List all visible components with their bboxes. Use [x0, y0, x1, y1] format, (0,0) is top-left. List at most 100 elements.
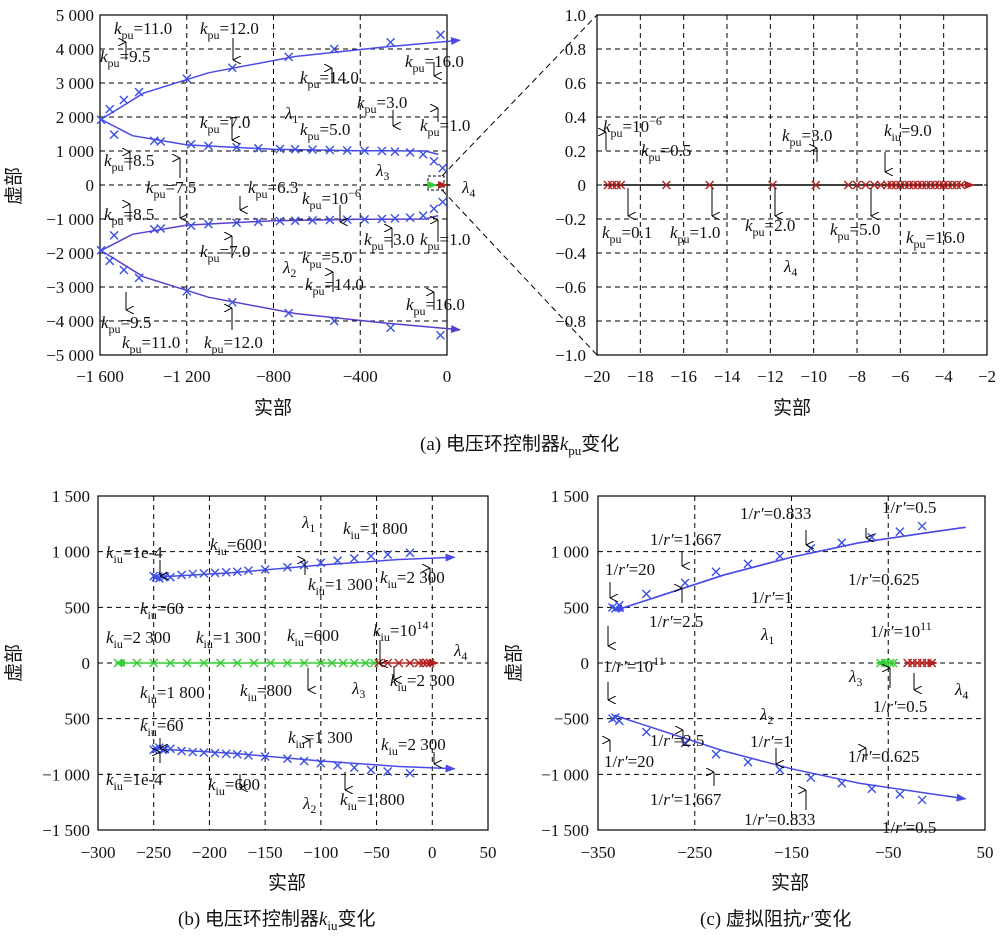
b-point	[232, 567, 242, 577]
a-right-point	[934, 180, 944, 190]
b-point	[221, 749, 231, 759]
c-annotation: 1/r′=1.667	[650, 530, 722, 549]
a-left-point	[134, 273, 144, 283]
b-annotation: kiu=1 300	[196, 628, 261, 651]
b-point	[405, 658, 415, 668]
c-annotation: 1/r′=0.5	[882, 818, 936, 837]
a-right-xtick-label: −6	[891, 367, 909, 386]
b-xtick-label: 0	[428, 843, 437, 862]
a-left-point	[429, 204, 439, 214]
a-left-annotation: kpu=7.0	[200, 113, 250, 136]
c-point	[927, 658, 937, 668]
b-annotation: kiu=2 300	[390, 671, 455, 694]
a-right-point	[943, 180, 953, 190]
a-right-point	[930, 180, 940, 190]
b-ytick-label: 0	[82, 654, 91, 673]
a-left-locus-lower-outer	[100, 249, 461, 333]
a-left-xtick-label: −1 200	[163, 367, 211, 386]
a-left-locus-lower-inner	[100, 214, 439, 252]
a-right-ytick-label: 0.6	[565, 74, 586, 93]
a-left-point	[253, 143, 263, 153]
a-left-annotation: kpu=7.0	[200, 242, 250, 265]
b-xtick-label: −100	[303, 843, 338, 862]
a-left-locus-upper-inner	[100, 118, 439, 156]
a-right-annotation: kpu=3.0	[782, 126, 832, 149]
c-point	[711, 749, 721, 759]
c-ytick-label: −1 500	[541, 821, 589, 840]
a-left-point	[186, 139, 196, 149]
a-left-point	[119, 95, 129, 105]
a-right-xtick-label: −8	[848, 367, 866, 386]
a-left-annotation: λ3	[375, 161, 389, 183]
a-right-point	[607, 180, 617, 190]
b-annotation: kiu=600	[210, 535, 262, 558]
b-ytick-label: 500	[65, 710, 91, 729]
a-right-xtick-label: −16	[670, 367, 697, 386]
a-left-annotation: kpu=5.0	[300, 120, 350, 143]
a-left-annotation: kpu=9.5	[100, 47, 150, 70]
a-left-point	[284, 52, 294, 62]
c-xtick-label: −150	[774, 843, 809, 862]
a-right-annotation: λ4	[783, 257, 797, 279]
b-point	[243, 566, 253, 576]
c-point	[614, 600, 624, 610]
c-point	[895, 789, 905, 799]
a-left-annotation: kpu=11.0	[122, 333, 180, 356]
a-right-point	[768, 180, 777, 190]
a-left-point	[418, 211, 428, 221]
a-left-annotation: kpu=6.3	[248, 178, 298, 201]
a-left-annotation: kpu=3.0	[364, 230, 414, 253]
c-ytick-label: 1 500	[551, 487, 589, 506]
a-left-point	[386, 323, 396, 333]
b-annotation: λ1	[301, 513, 315, 535]
b-ytick-label: −1 000	[42, 765, 90, 784]
c-annotation: λ4	[954, 680, 968, 702]
a-left-annotation: λ1	[284, 104, 298, 126]
a-left-point	[360, 214, 370, 224]
b-point	[282, 658, 292, 668]
a-right-point	[612, 180, 621, 190]
a-right-point	[882, 180, 892, 190]
a-left-ytick-label: 0	[86, 176, 95, 195]
c-annotation: 1/r′=0.625	[848, 747, 919, 766]
b-ytick-label: 1 000	[52, 543, 90, 562]
a-right-annotation: kiu=9.0	[884, 121, 932, 144]
a-right-point	[908, 180, 918, 190]
b-point	[249, 658, 259, 668]
b-ytick-label: −1 500	[42, 821, 90, 840]
c-xlabel: 实部	[771, 872, 809, 894]
c-ytick-label: −500	[554, 710, 589, 729]
a-left-point	[329, 44, 339, 54]
b-point	[221, 567, 231, 577]
a-left-ytick-label: 3 000	[56, 74, 94, 93]
a-right-point	[904, 180, 914, 190]
b-annotation: kiu=600	[287, 626, 339, 649]
a-right-point	[947, 180, 957, 190]
caption-c: (c) 虚拟阻抗r′变化	[700, 908, 851, 930]
b-annotation: kiu=2 300	[381, 735, 446, 758]
a-right-annotation: kpu=1.0	[670, 223, 720, 246]
b-point	[149, 571, 159, 581]
b-annotation: λ3	[351, 679, 365, 701]
c-point	[614, 716, 624, 726]
a-right-point	[939, 180, 949, 190]
a-left-point	[342, 145, 352, 155]
b-annotation: kiu=60	[140, 716, 183, 739]
a-left-point	[405, 213, 415, 223]
c-annotation: 1/r′=0.833	[744, 810, 815, 829]
c-locus-upper-arrow	[613, 526, 966, 612]
a-left-point	[182, 74, 192, 84]
b-point	[260, 564, 270, 574]
b-point	[165, 658, 175, 668]
c-annotation: 1/r′=1	[750, 732, 792, 751]
a-right-xtick-label: −10	[800, 367, 827, 386]
a-left-point	[390, 147, 400, 157]
b-annotation: kiu=800	[240, 681, 292, 704]
b-annotation: kiu=1 300	[288, 728, 353, 751]
b-point	[260, 752, 270, 762]
a-right-ytick-label: 0.2	[565, 142, 586, 161]
a-left-ytick-label: −3 000	[46, 278, 94, 297]
a-left-point	[275, 144, 285, 154]
a-left-locus-upper-outer	[100, 37, 461, 121]
